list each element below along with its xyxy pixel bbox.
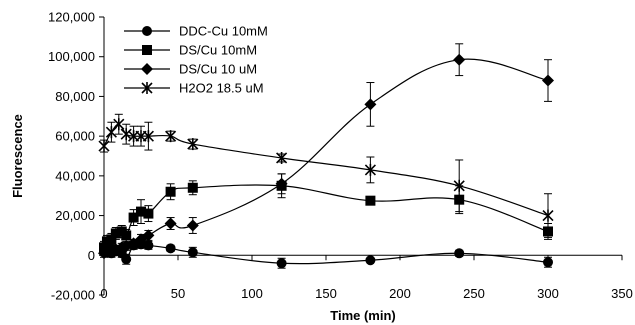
legend-label: H2O2 18.5 uM bbox=[179, 81, 264, 96]
y-tick-label: -20,000 bbox=[51, 288, 95, 303]
legend-entry-1: DDC-Cu 10mM bbox=[124, 24, 268, 39]
data-point bbox=[277, 258, 287, 268]
y-tick-label: 120,000 bbox=[48, 10, 95, 25]
series-1 bbox=[99, 239, 553, 268]
y-tick-label: 60,000 bbox=[55, 129, 95, 144]
y-tick-label: 20,000 bbox=[55, 208, 95, 223]
data-point bbox=[166, 243, 176, 253]
plot-area bbox=[98, 44, 554, 268]
x-tick-label: 300 bbox=[537, 286, 559, 301]
legend-marker bbox=[142, 26, 152, 36]
data-point bbox=[543, 210, 553, 222]
y-tick-label: 40,000 bbox=[55, 168, 95, 183]
legend-entry-2: DS/Cu 10mM bbox=[124, 43, 257, 58]
legend-label: DS/Cu 10 uM bbox=[179, 62, 257, 77]
x-tick-label: 350 bbox=[611, 286, 633, 301]
data-point bbox=[143, 240, 153, 250]
data-point bbox=[364, 98, 376, 110]
legend-label: DS/Cu 10mM bbox=[179, 43, 257, 58]
axes: -20,000 0 20,000 40,000 60,000 80,000 100,000 1… bbox=[10, 10, 633, 324]
y-axis-title: Fluorescence bbox=[10, 114, 25, 198]
legend-label: DDC-Cu 10mM bbox=[179, 24, 268, 39]
x-tick-label: 250 bbox=[463, 286, 485, 301]
x-tick-label: 200 bbox=[389, 286, 411, 301]
y-tick-label: 100,000 bbox=[48, 49, 95, 64]
data-point bbox=[165, 218, 177, 230]
series-2 bbox=[99, 174, 553, 253]
legend: DDC-Cu 10mM DS/Cu 10mM DS/Cu 10 uM H2O2 18.… bbox=[124, 24, 268, 96]
legend-entry-3: DS/Cu 10 uM bbox=[124, 62, 257, 77]
data-point bbox=[166, 187, 176, 197]
legend-marker bbox=[141, 63, 153, 75]
data-point bbox=[365, 255, 375, 265]
legend-entry-4: H2O2 18.5 uM bbox=[124, 81, 264, 96]
data-point bbox=[188, 138, 198, 150]
data-point bbox=[187, 220, 199, 232]
data-point bbox=[188, 183, 198, 193]
data-point bbox=[143, 209, 153, 219]
data-point bbox=[542, 75, 554, 87]
x-tick-label: 0 bbox=[100, 286, 107, 301]
series-3 bbox=[98, 44, 554, 259]
data-point bbox=[453, 54, 465, 66]
data-point bbox=[454, 248, 464, 258]
series-4 bbox=[99, 114, 553, 237]
data-point bbox=[188, 247, 198, 257]
x-tick-label: 150 bbox=[315, 286, 337, 301]
x-tick-label: 100 bbox=[241, 286, 263, 301]
y-tick-label: 80,000 bbox=[55, 89, 95, 104]
x-axis-title: Time (min) bbox=[330, 308, 396, 323]
y-tick-label: 0 bbox=[88, 248, 95, 263]
data-point bbox=[365, 196, 375, 206]
x-tick-label: 50 bbox=[171, 286, 185, 301]
legend-marker bbox=[142, 45, 152, 55]
